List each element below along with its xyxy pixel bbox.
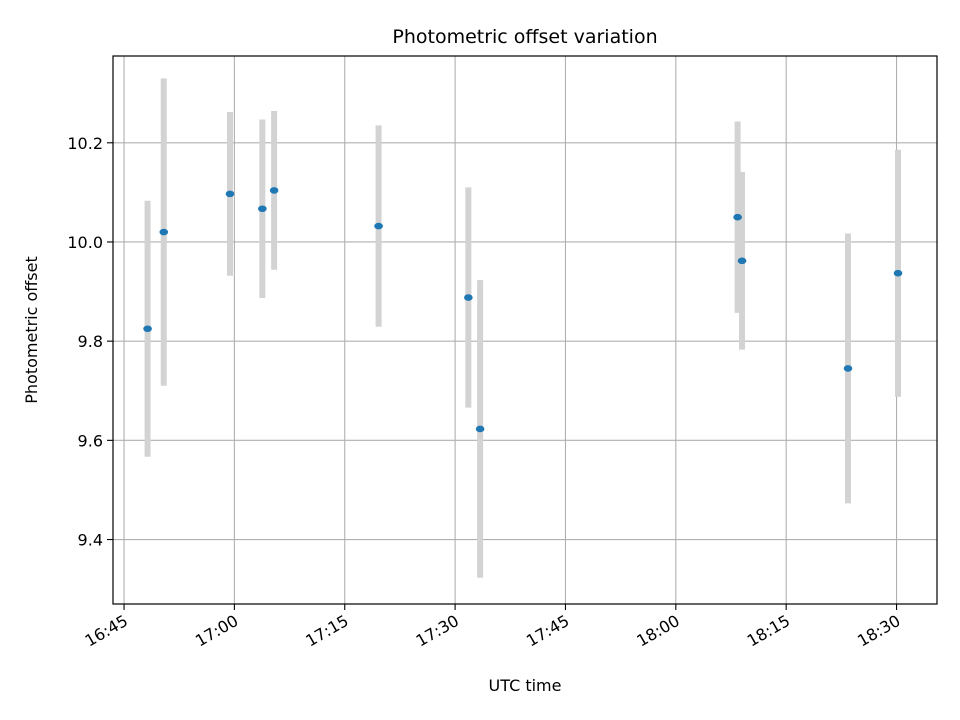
data-point bbox=[737, 257, 747, 265]
y-tick-label: 9.4 bbox=[78, 531, 103, 550]
data-point bbox=[475, 425, 485, 433]
data-point bbox=[258, 205, 267, 213]
data-point bbox=[269, 187, 279, 194]
chart-title: Photometric offset variation bbox=[392, 26, 657, 48]
data-point bbox=[893, 269, 903, 277]
grid bbox=[113, 56, 937, 604]
y-tick-label: 10.0 bbox=[67, 233, 103, 252]
data-points bbox=[143, 187, 903, 433]
plot-frame bbox=[112, 55, 938, 605]
y-axis-label: Photometric offset bbox=[22, 256, 41, 404]
y-tick-label: 9.8 bbox=[78, 332, 103, 351]
data-point bbox=[225, 190, 235, 198]
data-point bbox=[374, 222, 383, 230]
data-point bbox=[843, 365, 853, 372]
data-point bbox=[733, 213, 742, 221]
data-point bbox=[159, 228, 169, 236]
y-tick-label: 9.6 bbox=[78, 431, 103, 450]
data-point bbox=[143, 325, 152, 333]
y-tick-label: 10.2 bbox=[67, 134, 103, 153]
data-point bbox=[464, 294, 473, 301]
y-axis-ticks: 9.4 9.6 9.8 10.0 10.2 bbox=[67, 134, 113, 550]
x-axis-label: UTC time bbox=[489, 676, 562, 695]
